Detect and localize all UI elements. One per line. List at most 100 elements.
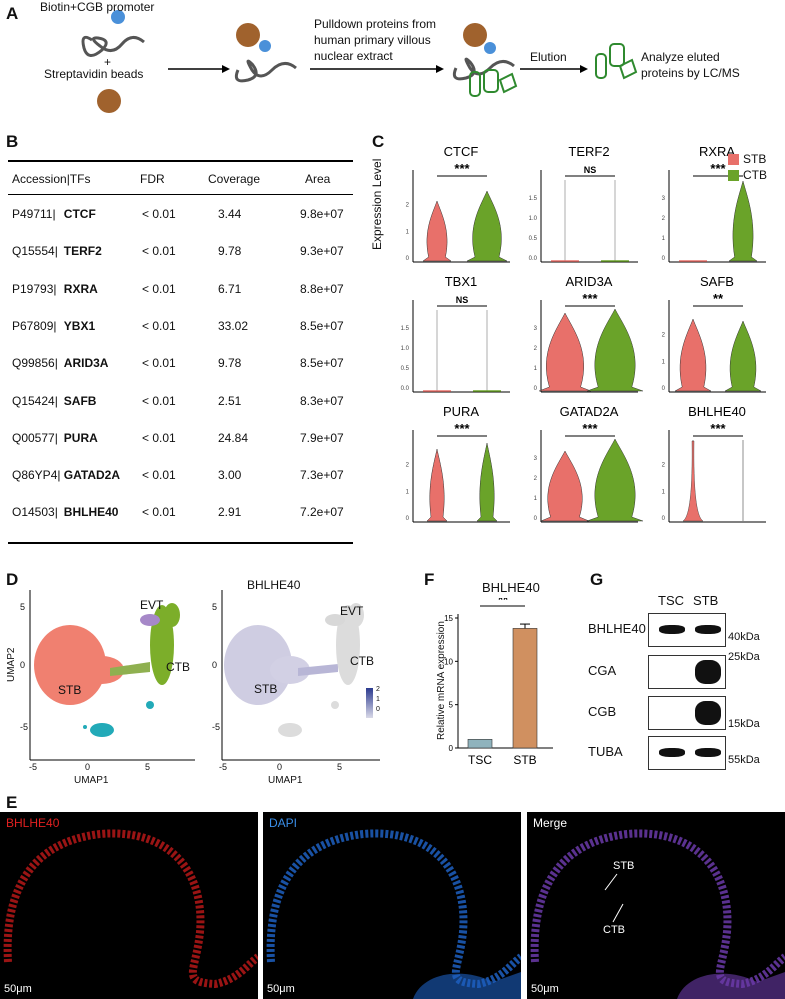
panel-label-a: A [6, 4, 19, 23]
violin-tick: 2 [662, 333, 666, 339]
scale-bar-label: 50μm [4, 983, 32, 995]
wb-marker-label: 40kDa [728, 631, 760, 643]
violin-title: BHLHE40 [688, 404, 746, 419]
violin-pura: PURA *** 0 1 2 [406, 404, 510, 523]
wb-band [659, 748, 685, 757]
colorbar-tick: 2 [376, 686, 380, 693]
violin-terf2: TERF2 NS 0.0 0.5 1.0 1.5 [529, 144, 638, 263]
plus-sign: + [104, 55, 112, 69]
wb-protein-label: CGA [588, 663, 617, 678]
table-header: Accession|TFs FDR Coverage Area [12, 172, 331, 186]
violin-bhlhe40: BHLHE40 *** 0 1 2 [662, 404, 766, 523]
violin-tick: 1 [406, 229, 410, 235]
violin-tick: 1 [662, 489, 666, 495]
table-row: P49711| CTCF < 0.01 3.44 9.8e+07 [12, 207, 344, 221]
analyze-label-1: Analyze eluted [641, 50, 720, 64]
umap-ytick: 0 [212, 660, 218, 670]
umap-xtick: 0 [277, 762, 283, 772]
table-row: P67809| YBX1 < 0.01 33.02 8.5e+07 [12, 318, 344, 333]
legend-swatch-ctb [728, 169, 739, 181]
table-top-rule [8, 160, 353, 162]
table-row: Q15554| TERF2 < 0.01 9.78 9.3e+07 [12, 244, 344, 259]
bead-icon [97, 89, 121, 113]
wb-protein-label: CGB [588, 704, 617, 719]
umap-ylabel: UMAP2 [6, 647, 17, 682]
violin-tick: 0.5 [529, 236, 538, 242]
violin-tick: 0 [662, 256, 666, 262]
bar-tsc [467, 739, 493, 749]
violin-title: GATAD2A [560, 404, 619, 419]
wb-band [695, 660, 721, 684]
bar-ytick: 10 [444, 657, 453, 666]
violin-ylabel: Expression Level [370, 158, 384, 250]
protein-icon [469, 71, 481, 97]
bar-chart-ylabel: Relative mRNA expression [436, 621, 447, 740]
violin-title: TBX1 [445, 274, 478, 289]
violin-tbx1: TBX1 NS 0.0 0.5 1.0 1.5 [401, 274, 510, 393]
umap-ytick: 0 [20, 660, 26, 670]
wb-protein-label: BHLHE40 [588, 621, 646, 636]
table-row: Q00577| PURA < 0.01 24.84 7.9e+07 [12, 430, 344, 445]
violin-tick: 3 [534, 456, 538, 462]
violin-tick: 0.0 [401, 386, 410, 392]
legend-label-stb: STB [743, 152, 767, 166]
umap-ytick: -5 [20, 722, 29, 732]
micrograph-label: Merge [533, 816, 568, 830]
umap-xtick: 0 [85, 762, 91, 772]
violin-tick: 0 [662, 386, 666, 392]
violin-sig: *** [582, 421, 598, 436]
violin-tick: 3 [662, 196, 666, 202]
umap-colorbar [366, 688, 373, 718]
violin-sig: NS [456, 295, 469, 305]
umap-label-evt: EVT [140, 598, 164, 612]
wb-marker-label: 25kDa [728, 651, 760, 663]
biotin-icon [111, 10, 125, 24]
merge-annot-ctb: CTB [603, 924, 625, 936]
violin-tick: 0.5 [401, 366, 410, 372]
micrograph-label: BHLHE40 [6, 816, 60, 830]
legend-label-ctb: CTB [743, 168, 767, 182]
probe-label: Biotin+CGB promoter [40, 0, 155, 14]
violin-sig: *** [454, 421, 470, 436]
umap-ytick: 5 [20, 602, 26, 612]
panel-label-g: G [590, 570, 604, 589]
bar-category-label: STB [513, 753, 536, 767]
violin-arid3a: ARID3A *** 0 1 2 3 [534, 274, 644, 393]
violin-tick: 0 [406, 256, 410, 262]
violin-title: CTCF [444, 144, 479, 159]
wb-marker-label: 55kDa [728, 754, 760, 766]
violin-title: RXRA [699, 144, 735, 159]
table-bottom-rule [8, 542, 353, 544]
bar-sig: ** [498, 598, 509, 607]
violin-sig: *** [582, 291, 598, 306]
colorbar-tick: 1 [376, 696, 380, 703]
wb-lane-stb: STB [693, 593, 719, 608]
violin-tick: 2 [534, 476, 538, 482]
violin-ctcf: CTCF *** 0 1 2 [406, 144, 510, 263]
umap-evt-cluster [140, 614, 160, 626]
bar-chart: 15 10 5 0 TSC STB ** [444, 598, 553, 767]
bar-ytick: 0 [449, 744, 454, 753]
micrograph-bhlhe40: BHLHE40 50μm [0, 812, 258, 999]
violin-title: PURA [443, 404, 479, 419]
bar-chart-title: BHLHE40 [482, 580, 540, 595]
table-row: O14503| BHLHE40 < 0.01 2.91 7.2e+07 [12, 505, 344, 520]
umap-feature-title: BHLHE40 [247, 578, 301, 592]
umap2-label-evt: EVT [340, 604, 364, 618]
violin-tick: 2 [662, 216, 666, 222]
panel-label-e: E [6, 793, 18, 812]
violin-sig: *** [454, 161, 470, 176]
wb-band [695, 701, 721, 725]
table-row: Q15424| SAFB < 0.01 2.51 8.3e+07 [12, 393, 344, 408]
wb-band [695, 748, 721, 757]
wb-band [659, 625, 685, 634]
violin-tick: 0 [406, 516, 410, 522]
violin-tick: 0 [534, 386, 538, 392]
wb-membrane [648, 613, 726, 647]
violin-tick: 2 [406, 463, 410, 469]
wb-membrane [648, 655, 726, 689]
micrograph-dapi: DAPI 50μm [263, 812, 521, 999]
scale-bar-label: 50μm [531, 983, 559, 995]
analyze-label-2: proteins by LC/MS [641, 66, 740, 80]
violin-title: SAFB [700, 274, 734, 289]
